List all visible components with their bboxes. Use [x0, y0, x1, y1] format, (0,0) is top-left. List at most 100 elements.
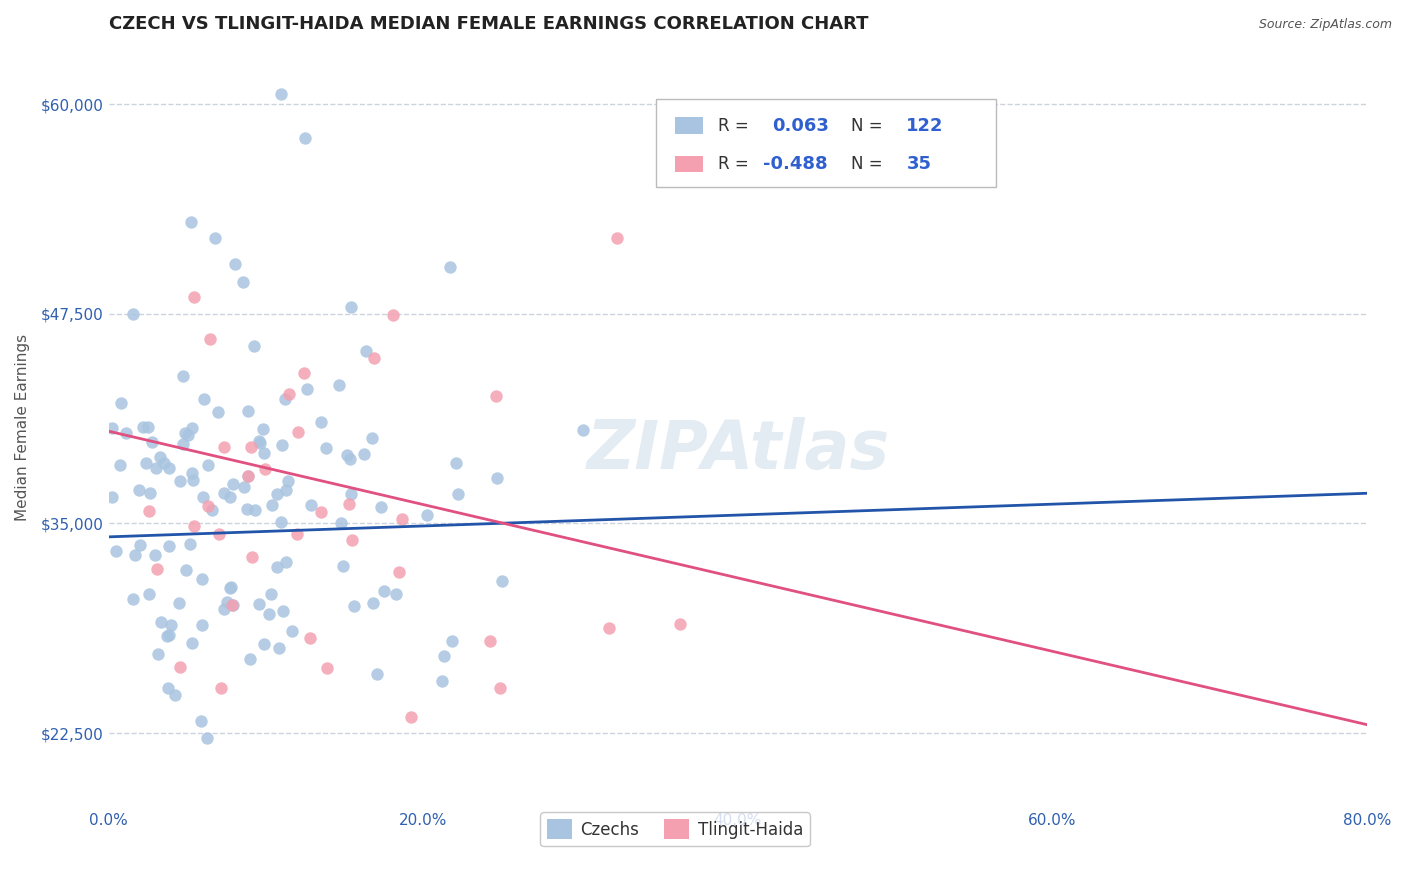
Point — [128, 538, 150, 552]
Text: N =: N = — [851, 117, 883, 135]
Point — [104, 543, 127, 558]
Point — [491, 574, 513, 588]
Point — [315, 441, 337, 455]
Point — [278, 386, 301, 401]
Point — [373, 583, 395, 598]
Point — [444, 456, 467, 470]
Point — [100, 490, 122, 504]
Point — [240, 549, 263, 564]
Point — [332, 558, 354, 573]
Point — [370, 500, 392, 515]
Point — [439, 260, 461, 274]
Point — [152, 457, 174, 471]
Point — [208, 527, 231, 541]
Point — [330, 516, 353, 531]
Point — [169, 660, 191, 674]
Point — [343, 599, 366, 614]
Point — [489, 681, 512, 696]
Point — [337, 497, 360, 511]
Point — [266, 486, 288, 500]
Point — [181, 466, 204, 480]
Point — [381, 308, 404, 322]
Point — [433, 648, 456, 663]
Text: 35: 35 — [907, 155, 931, 173]
Point — [209, 681, 232, 695]
Point — [222, 477, 245, 491]
Text: 122: 122 — [907, 117, 943, 135]
Point — [598, 620, 620, 634]
Point — [328, 377, 350, 392]
Point — [198, 332, 221, 346]
Point — [340, 300, 363, 314]
Point — [315, 661, 337, 675]
Point — [309, 505, 332, 519]
Point — [197, 731, 219, 745]
Point — [157, 460, 180, 475]
Point — [190, 618, 212, 632]
Point — [132, 420, 155, 434]
Point — [115, 425, 138, 440]
Point — [299, 498, 322, 512]
Point — [143, 548, 166, 562]
Point — [606, 231, 628, 245]
Point — [243, 503, 266, 517]
Point — [181, 421, 204, 435]
Point — [239, 652, 262, 666]
Point — [149, 450, 172, 465]
Point — [224, 257, 246, 271]
Point — [207, 405, 229, 419]
Point — [271, 603, 294, 617]
Point — [669, 617, 692, 632]
Point — [281, 624, 304, 638]
Point — [356, 344, 378, 359]
Text: -0.488: -0.488 — [763, 155, 828, 173]
Point — [167, 596, 190, 610]
Point — [190, 572, 212, 586]
Point — [218, 491, 240, 505]
Point — [277, 474, 299, 488]
Point — [478, 634, 501, 648]
Point — [232, 275, 254, 289]
Point — [124, 548, 146, 562]
Point — [274, 555, 297, 569]
Point — [159, 539, 181, 553]
Point — [183, 290, 205, 304]
Point — [183, 519, 205, 533]
Point — [572, 423, 595, 437]
Point — [121, 307, 143, 321]
Point — [146, 562, 169, 576]
Point — [363, 351, 385, 366]
Point — [270, 438, 292, 452]
Point — [447, 487, 470, 501]
Point — [294, 131, 316, 145]
Point — [138, 587, 160, 601]
Text: CZECH VS TLINGIT-HAIDA MEDIAN FEMALE EARNINGS CORRELATION CHART: CZECH VS TLINGIT-HAIDA MEDIAN FEMALE EAR… — [108, 15, 869, 33]
Point — [174, 563, 197, 577]
Point — [190, 714, 212, 728]
Point — [336, 449, 359, 463]
Point — [110, 458, 132, 473]
Point — [180, 214, 202, 228]
Point — [361, 596, 384, 610]
Point — [197, 458, 219, 472]
Point — [165, 688, 187, 702]
Point — [287, 425, 309, 439]
Point — [156, 629, 179, 643]
Point — [257, 607, 280, 622]
Point — [135, 456, 157, 470]
Point — [173, 426, 195, 441]
Point — [399, 710, 422, 724]
Point — [197, 500, 219, 514]
Point — [339, 451, 361, 466]
Point — [201, 503, 224, 517]
Point — [191, 491, 214, 505]
Point — [266, 559, 288, 574]
Text: 0.063: 0.063 — [772, 117, 828, 135]
Point — [441, 634, 464, 648]
Point — [172, 436, 194, 450]
Point — [297, 382, 319, 396]
Point — [240, 440, 263, 454]
Point — [138, 504, 160, 518]
Point — [249, 436, 271, 450]
Point — [181, 635, 204, 649]
